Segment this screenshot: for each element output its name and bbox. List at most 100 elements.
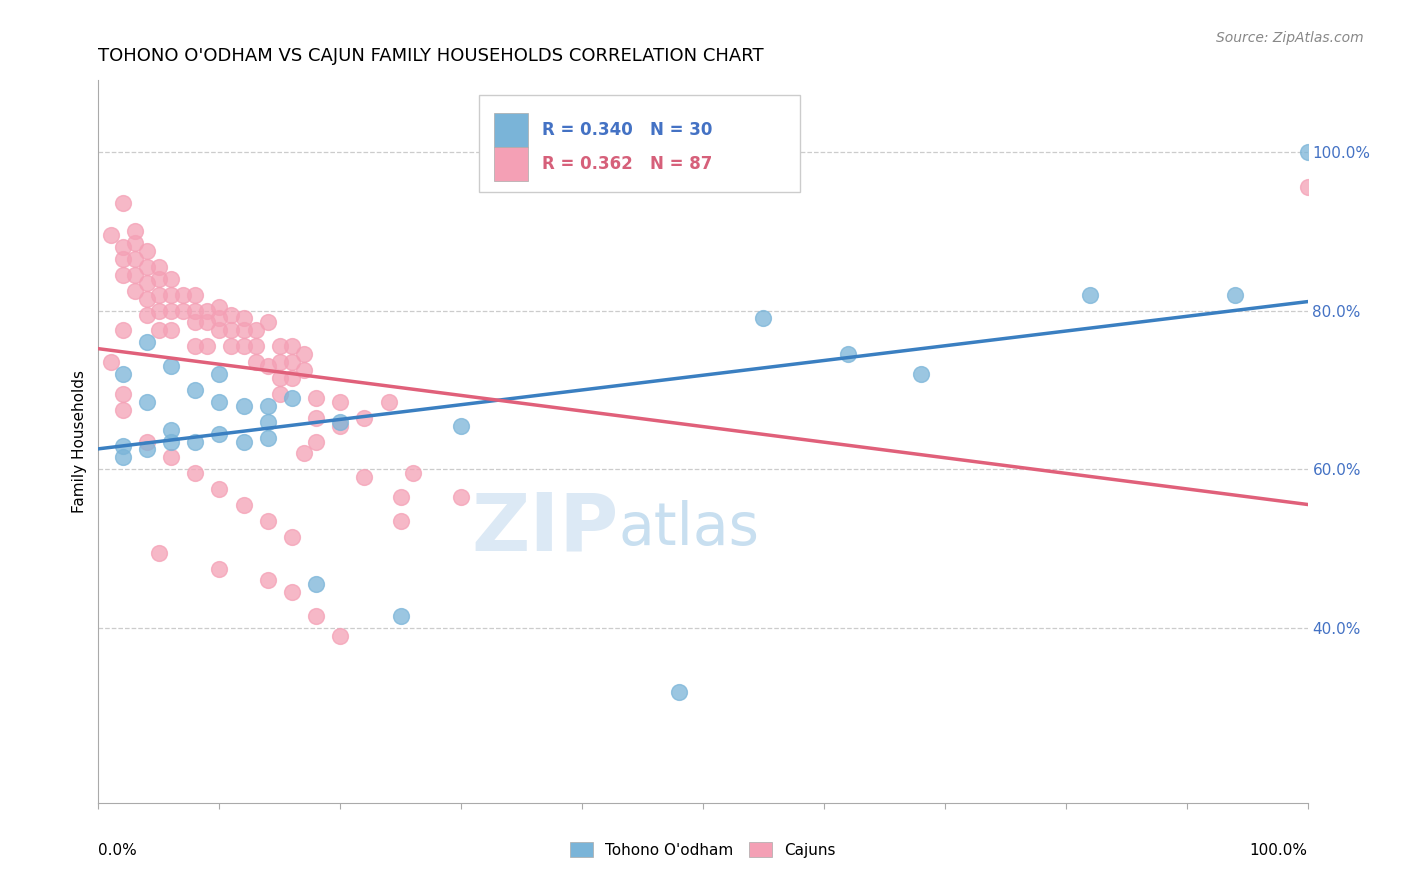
Point: [281, 530, 304, 544]
Point: [124, 252, 146, 266]
Point: [752, 311, 775, 326]
Point: [281, 339, 304, 353]
Point: [135, 292, 157, 306]
Point: [256, 359, 278, 373]
Point: [329, 418, 352, 433]
Point: [148, 272, 170, 286]
Point: [195, 303, 218, 318]
Point: [377, 394, 399, 409]
Point: [160, 303, 183, 318]
Bar: [494, 112, 527, 147]
Point: [281, 585, 304, 599]
Point: [184, 315, 207, 329]
Point: [208, 367, 231, 381]
Text: TOHONO O'ODHAM VS CAJUN FAMILY HOUSEHOLDS CORRELATION CHART: TOHONO O'ODHAM VS CAJUN FAMILY HOUSEHOLD…: [98, 47, 763, 65]
Point: [111, 196, 134, 211]
Point: [135, 276, 157, 290]
Point: [184, 383, 207, 397]
Point: [450, 490, 472, 504]
Point: [208, 561, 231, 575]
Point: [124, 235, 146, 250]
Point: [292, 363, 315, 377]
Point: [232, 434, 254, 449]
Point: [208, 311, 231, 326]
Point: [256, 399, 278, 413]
Point: [135, 244, 157, 258]
Point: [135, 442, 157, 457]
Point: [172, 303, 194, 318]
Point: [402, 467, 425, 481]
Point: [245, 323, 267, 337]
Point: [269, 339, 291, 353]
Point: [305, 577, 328, 591]
Point: [256, 514, 278, 528]
Point: [184, 303, 207, 318]
Point: [221, 339, 243, 353]
Point: [256, 315, 278, 329]
Point: [208, 482, 231, 496]
Point: [389, 609, 412, 624]
Point: [111, 252, 134, 266]
Text: 0.0%: 0.0%: [98, 843, 138, 857]
Text: atlas: atlas: [619, 500, 759, 557]
Point: [353, 410, 375, 425]
Point: [124, 268, 146, 282]
Point: [329, 629, 352, 643]
Point: [111, 450, 134, 465]
Point: [1296, 145, 1319, 159]
Point: [184, 339, 207, 353]
Point: [232, 323, 254, 337]
Point: [450, 418, 472, 433]
Point: [160, 272, 183, 286]
Point: [148, 260, 170, 274]
Point: [208, 323, 231, 337]
Point: [1223, 287, 1246, 301]
Point: [245, 355, 267, 369]
Text: Source: ZipAtlas.com: Source: ZipAtlas.com: [1216, 31, 1364, 45]
Point: [269, 371, 291, 385]
FancyBboxPatch shape: [479, 95, 800, 193]
Legend: Tohono O'odham, Cajuns: Tohono O'odham, Cajuns: [564, 836, 842, 863]
Text: 100.0%: 100.0%: [1250, 843, 1308, 857]
Point: [208, 426, 231, 441]
Point: [195, 315, 218, 329]
Point: [172, 287, 194, 301]
Point: [184, 434, 207, 449]
Point: [305, 609, 328, 624]
Point: [184, 467, 207, 481]
Point: [111, 323, 134, 337]
Point: [160, 423, 183, 437]
Text: ZIP: ZIP: [471, 489, 619, 567]
Point: [232, 399, 254, 413]
Point: [281, 355, 304, 369]
Point: [111, 387, 134, 401]
Y-axis label: Family Households: Family Households: [72, 370, 87, 513]
Point: [232, 339, 254, 353]
Point: [269, 387, 291, 401]
Point: [135, 308, 157, 322]
Point: [256, 431, 278, 445]
Point: [256, 415, 278, 429]
Point: [389, 514, 412, 528]
Point: [837, 347, 859, 361]
Point: [292, 347, 315, 361]
Point: [148, 287, 170, 301]
Point: [135, 335, 157, 350]
Point: [221, 323, 243, 337]
Point: [160, 434, 183, 449]
Point: [195, 339, 218, 353]
Point: [269, 355, 291, 369]
Bar: [494, 147, 527, 181]
Point: [111, 402, 134, 417]
Point: [329, 415, 352, 429]
Point: [910, 367, 932, 381]
Point: [100, 228, 122, 243]
Point: [281, 391, 304, 405]
Point: [160, 323, 183, 337]
Point: [281, 371, 304, 385]
Point: [184, 287, 207, 301]
Point: [353, 470, 375, 484]
Point: [305, 434, 328, 449]
Point: [221, 308, 243, 322]
Point: [256, 574, 278, 588]
